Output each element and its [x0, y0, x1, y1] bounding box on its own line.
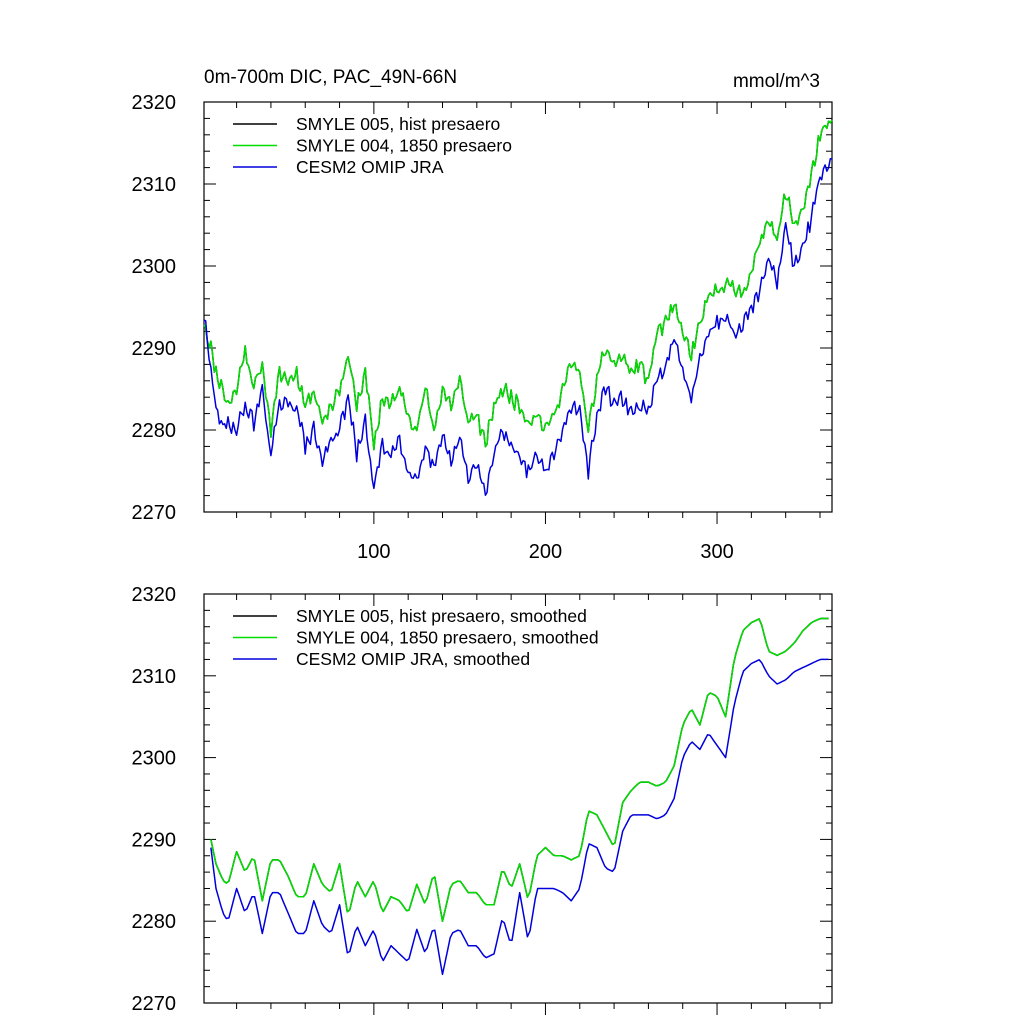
top-panel: 2270 2280 2290 2300 2310 2320 100 200 300 SMYLE 0… — [132, 92, 833, 563]
y-tick-label: 2320 — [132, 584, 177, 606]
x-tick-label: 300 — [700, 541, 733, 563]
chart-title: 0m-700m DIC, PAC_49N-66N — [204, 67, 457, 88]
y-tick-label: 2300 — [132, 748, 177, 770]
y-tick-label: 2310 — [132, 666, 177, 688]
plot-frame — [203, 101, 833, 513]
bottom-panel: 2270 2280 2290 2300 2310 2320 SMYLE 005, hist … — [132, 584, 833, 1015]
y-tick-label: 2270 — [132, 993, 177, 1015]
y-tick-label: 2270 — [132, 502, 177, 524]
y-tick-label: 2280 — [132, 911, 177, 933]
x-tick-label: 100 — [357, 541, 390, 563]
legend-label: SMYLE 005, hist presaero, smoothed — [296, 606, 587, 626]
units-label: mmol/m^3 — [733, 71, 820, 92]
legend-label: SMYLE 004, 1850 presaero — [296, 136, 512, 156]
y-tick-label: 2300 — [132, 256, 177, 278]
series-line-3 — [203, 158, 833, 496]
y-tick-label: 2290 — [132, 829, 177, 851]
legend-label: CESM2 OMIP JRA — [296, 157, 444, 177]
legend-label: CESM2 OMIP JRA, smoothed — [296, 649, 530, 669]
series-line-2 — [203, 119, 833, 451]
series-line-2 — [210, 617, 829, 922]
series-line-3 — [210, 658, 829, 976]
y-tick-label: 2310 — [132, 174, 177, 196]
y-tick-label: 2290 — [132, 338, 177, 360]
legend-label: SMYLE 004, 1850 presaero, smoothed — [296, 628, 599, 648]
x-tick-label: 200 — [529, 541, 562, 563]
y-tick-label: 2320 — [132, 92, 177, 114]
legend-label: SMYLE 005, hist presaero — [296, 114, 500, 134]
plot-frame — [203, 593, 833, 1004]
y-tick-label: 2280 — [132, 420, 177, 442]
